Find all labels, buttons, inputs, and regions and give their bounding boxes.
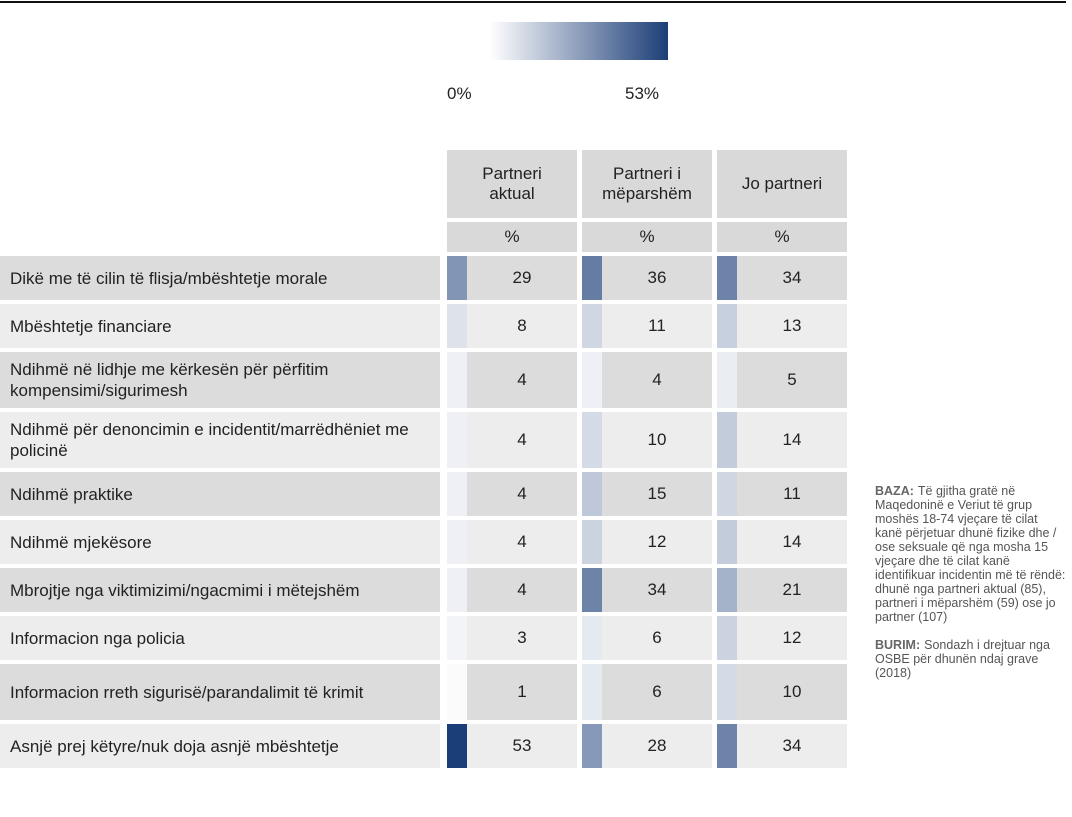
column-header: Partneri aktual <box>447 150 577 218</box>
value-cell: 12 <box>737 616 847 660</box>
value-cell: 4 <box>467 520 577 564</box>
note-text: Të gjitha gratë në Maqedoninë e Veriut t… <box>875 484 1066 624</box>
color-square <box>447 568 467 612</box>
color-square <box>447 352 467 408</box>
note-text: Sondazh i drejtuar nga OSBE për dhunën n… <box>875 638 1050 680</box>
row-label: Asnjë prej këtyre/nuk doja asnjë mbështe… <box>0 724 440 768</box>
note: BAZA: Të gjitha gratë në Maqedoninë e Ver… <box>875 484 1067 624</box>
value-cell: 10 <box>602 412 712 468</box>
color-square <box>582 568 602 612</box>
value-cell: 34 <box>737 256 847 300</box>
value-cell: 13 <box>737 304 847 348</box>
color-square <box>582 256 602 300</box>
value-cell: 4 <box>467 352 577 408</box>
value-cell: 53 <box>467 724 577 768</box>
color-square <box>582 412 602 468</box>
color-square <box>717 352 737 408</box>
value-cell: 4 <box>467 568 577 612</box>
value-cell: 8 <box>467 304 577 348</box>
legend-min: 0% <box>447 84 472 103</box>
color-square <box>717 520 737 564</box>
top-rule <box>0 1 1066 3</box>
legend-max: 53% <box>625 84 660 103</box>
row-label: Informacion rreth sigurisë/parandalimit … <box>0 664 440 720</box>
row-label: Ndihmë në lidhje me kërkesën për përfiti… <box>0 352 440 408</box>
unit-cell: % <box>582 222 712 252</box>
column-header: Jo partneri <box>717 150 847 218</box>
value-cell: 12 <box>602 520 712 564</box>
value-cell: 4 <box>467 412 577 468</box>
color-square <box>447 256 467 300</box>
value-cell: 14 <box>737 412 847 468</box>
color-square <box>447 472 467 516</box>
color-square <box>447 616 467 660</box>
color-square <box>582 472 602 516</box>
value-cell: 6 <box>602 616 712 660</box>
value-cell: 15 <box>602 472 712 516</box>
value-cell: 34 <box>602 568 712 612</box>
value-cell: 5 <box>737 352 847 408</box>
legend-gradient <box>490 22 668 60</box>
color-square <box>582 352 602 408</box>
notes: BAZA: Të gjitha gratë në Maqedoninë e Ver… <box>875 484 1067 694</box>
value-cell: 4 <box>467 472 577 516</box>
value-cell: 11 <box>737 472 847 516</box>
color-square <box>717 304 737 348</box>
note: BURIM: Sondazh i drejtuar nga OSBE për dh… <box>875 638 1067 680</box>
color-square <box>447 304 467 348</box>
value-cell: 14 <box>737 520 847 564</box>
value-cell: 34 <box>737 724 847 768</box>
row-label: Mbrojtje nga viktimizimi/ngacmimi i mëte… <box>0 568 440 612</box>
color-square <box>582 724 602 768</box>
color-square <box>447 724 467 768</box>
color-square <box>582 304 602 348</box>
row-label: Ndihmë praktike <box>0 472 440 516</box>
row-label: Ndihmë mjekësore <box>0 520 440 564</box>
color-square <box>717 256 737 300</box>
note-label: BAZA: <box>875 484 914 498</box>
row-label: Mbështetje financiare <box>0 304 440 348</box>
value-cell: 10 <box>737 664 847 720</box>
note-label: BURIM: <box>875 638 921 652</box>
unit-cell: % <box>717 222 847 252</box>
color-square <box>717 568 737 612</box>
value-cell: 11 <box>602 304 712 348</box>
column-header: Partneri i mëparshëm <box>582 150 712 218</box>
color-square <box>582 616 602 660</box>
color-square <box>717 412 737 468</box>
color-square <box>717 724 737 768</box>
row-label: Informacion nga policia <box>0 616 440 660</box>
value-cell: 1 <box>467 664 577 720</box>
value-cell: 6 <box>602 664 712 720</box>
color-square <box>447 664 467 720</box>
color-square <box>447 412 467 468</box>
color-square <box>582 520 602 564</box>
value-cell: 28 <box>602 724 712 768</box>
color-square <box>717 664 737 720</box>
value-cell: 4 <box>602 352 712 408</box>
row-label: Ndihmë për denoncimin e incidentit/marrë… <box>0 412 440 468</box>
row-label: Dikë me të cilin të flisja/mbështetje mo… <box>0 256 440 300</box>
value-cell: 29 <box>467 256 577 300</box>
color-square <box>717 616 737 660</box>
value-cell: 21 <box>737 568 847 612</box>
color-square <box>447 520 467 564</box>
unit-cell: % <box>447 222 577 252</box>
value-cell: 36 <box>602 256 712 300</box>
value-cell: 3 <box>467 616 577 660</box>
color-square <box>717 472 737 516</box>
color-square <box>582 664 602 720</box>
